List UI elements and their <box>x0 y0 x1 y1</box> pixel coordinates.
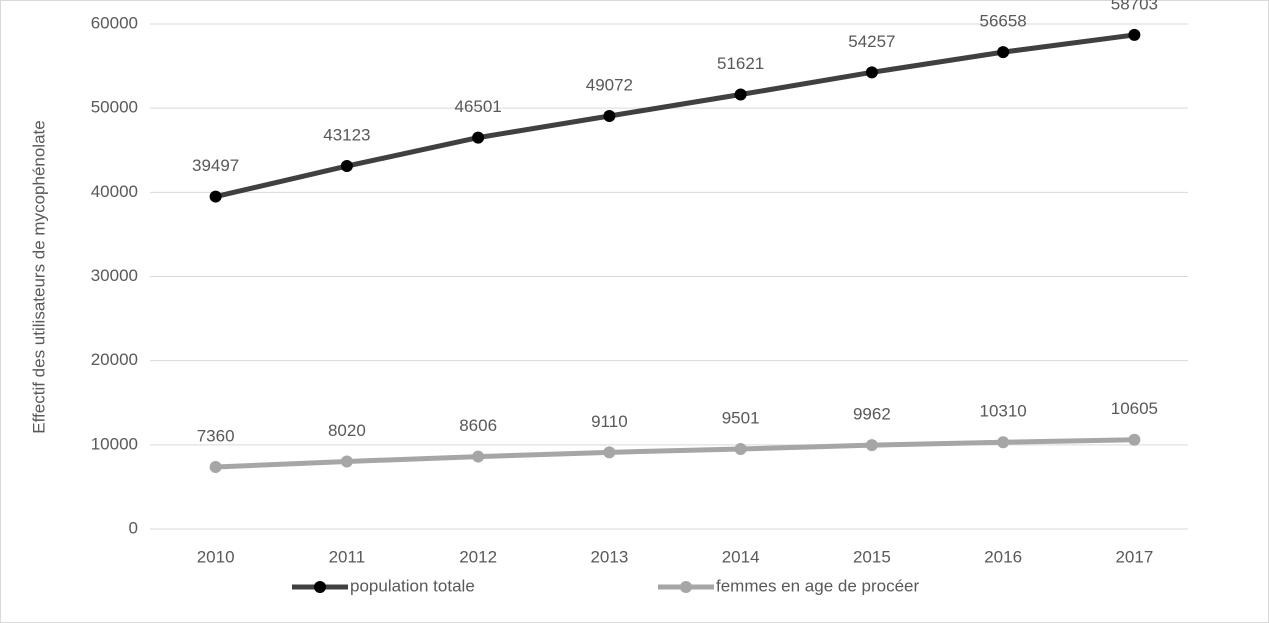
data-label: 58703 <box>1111 0 1158 13</box>
legend-marker <box>680 581 692 593</box>
y-tick-label: 10000 <box>91 434 138 453</box>
data-label: 7360 <box>197 427 235 446</box>
y-tick-label: 60000 <box>91 13 138 32</box>
point <box>997 46 1010 59</box>
point <box>734 443 747 456</box>
y-tick-label: 20000 <box>91 350 138 369</box>
point <box>472 131 485 144</box>
data-label: 9110 <box>591 412 628 431</box>
y-axis-label: Effectif des utilisateurs de mycophénola… <box>29 120 48 433</box>
y-tick-label: 30000 <box>91 266 138 285</box>
point <box>1128 433 1141 446</box>
series-line <box>215 32 1135 200</box>
point <box>603 109 616 122</box>
x-tick-label: 2017 <box>1115 547 1153 566</box>
x-tick-label: 2013 <box>590 547 628 566</box>
data-label: 8020 <box>328 421 366 440</box>
data-label: 43123 <box>323 126 370 145</box>
data-label: 9962 <box>853 405 891 424</box>
data-label: 8606 <box>459 416 497 435</box>
x-tick-label: 2014 <box>722 547 760 566</box>
x-tick-label: 2016 <box>984 547 1022 566</box>
series-line <box>215 437 1135 470</box>
x-tick-label: 2010 <box>197 547 235 566</box>
point <box>997 436 1010 449</box>
point <box>1128 28 1141 41</box>
point <box>865 439 878 452</box>
data-label: 51621 <box>717 54 764 73</box>
legend-label: population totale <box>350 576 475 595</box>
point <box>472 450 485 463</box>
x-tick-label: 2012 <box>459 547 497 566</box>
y-tick-label: 40000 <box>91 182 138 201</box>
data-label: 56658 <box>979 12 1026 31</box>
data-label: 10605 <box>1111 399 1158 418</box>
point <box>603 446 616 459</box>
point <box>734 88 747 101</box>
data-label: 49072 <box>586 75 633 94</box>
point <box>209 190 222 203</box>
x-tick-label: 2011 <box>329 547 366 566</box>
point <box>340 160 353 173</box>
y-tick-label: 50000 <box>91 98 138 117</box>
legend-marker <box>314 581 326 593</box>
point <box>340 455 353 468</box>
legend-label: femmes en age de procéer <box>716 576 920 595</box>
data-label: 54257 <box>848 32 895 51</box>
data-label: 39497 <box>192 156 239 175</box>
data-label: 46501 <box>454 97 501 116</box>
point <box>865 66 878 79</box>
data-label: 9501 <box>722 409 760 428</box>
x-tick-label: 2015 <box>853 547 891 566</box>
y-tick-label: 0 <box>129 518 138 537</box>
data-label: 10310 <box>979 402 1026 421</box>
point <box>209 461 222 474</box>
